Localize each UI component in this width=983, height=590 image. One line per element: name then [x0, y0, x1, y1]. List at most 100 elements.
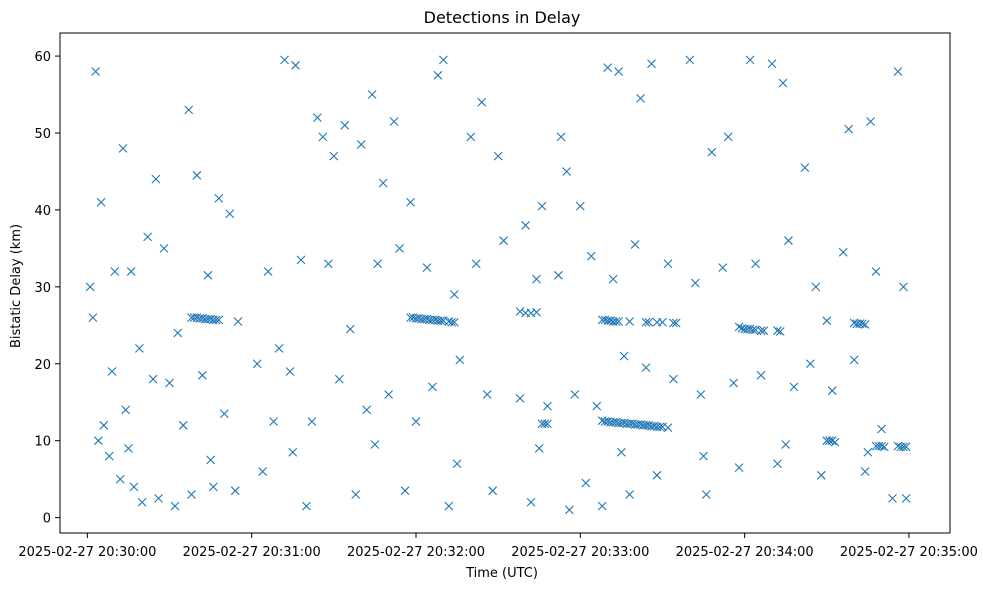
data-point: [636, 93, 645, 103]
data-point: [699, 451, 708, 461]
data-point: [356, 140, 366, 149]
data-point: [838, 247, 848, 257]
data-point: [124, 443, 133, 453]
x-axis-label: Time (UTC): [465, 566, 538, 581]
data-point: [482, 390, 492, 399]
data-point: [756, 370, 766, 380]
data-point: [625, 490, 634, 499]
data-point: [447, 317, 456, 327]
data-point: [280, 55, 289, 65]
data-point: [608, 274, 618, 284]
data-point: [781, 440, 791, 449]
data-point: [543, 401, 552, 411]
y-axis-ticks: 0 10 20 30 40 50 60: [34, 50, 60, 527]
data-point: [422, 263, 432, 273]
data-point: [471, 259, 481, 269]
data-point: [751, 259, 760, 269]
data-point: [129, 482, 139, 492]
data-point: [775, 327, 785, 336]
y-tick-label: 10: [34, 435, 51, 450]
data-point: [822, 316, 832, 326]
data-point: [767, 59, 777, 69]
data-point: [291, 60, 300, 70]
data-point: [515, 393, 525, 403]
data-point: [274, 343, 284, 353]
data-point: [318, 132, 328, 142]
plot-area: [60, 33, 950, 533]
data-point: [269, 417, 278, 426]
data-point: [334, 374, 344, 384]
data-point: [734, 463, 744, 473]
data-point: [302, 501, 311, 511]
data-point: [214, 315, 224, 325]
data-point: [258, 467, 268, 476]
data-point: [669, 374, 678, 384]
data-point: [449, 290, 459, 299]
data-point: [784, 236, 793, 246]
data-point: [406, 197, 415, 207]
data-point: [707, 147, 717, 157]
data-point: [748, 325, 758, 335]
data-point: [187, 490, 196, 499]
data-point: [367, 90, 377, 99]
data-point: [214, 193, 224, 203]
data-point: [723, 132, 733, 142]
data-point: [532, 274, 541, 284]
data-point: [534, 443, 544, 453]
data-point: [449, 317, 459, 327]
data-point: [411, 417, 421, 426]
data-point: [759, 326, 769, 336]
chart-title: Detections in Delay: [424, 8, 581, 27]
data-point: [252, 359, 262, 369]
data-point: [438, 55, 448, 65]
data-point: [652, 470, 662, 480]
data-point: [515, 307, 525, 316]
data-point: [184, 105, 194, 115]
data-point: [323, 259, 333, 269]
data-point: [641, 363, 651, 373]
data-point: [173, 328, 183, 338]
data-point: [860, 320, 870, 329]
data-point: [778, 78, 788, 88]
data-point: [93, 436, 103, 446]
data-points: [85, 55, 911, 515]
data-point: [696, 390, 706, 399]
data-point: [899, 442, 908, 452]
data-point: [466, 132, 476, 142]
data-point: [603, 63, 613, 73]
data-point: [592, 401, 602, 411]
data-point: [526, 497, 536, 507]
data-point: [307, 417, 317, 426]
data-point: [455, 355, 465, 365]
data-point: [860, 467, 870, 476]
y-tick-label: 30: [34, 281, 51, 296]
data-point: [433, 70, 443, 80]
data-point: [614, 317, 624, 326]
data-point: [857, 319, 867, 329]
y-tick-label: 60: [34, 50, 51, 65]
data-point: [844, 124, 854, 134]
x-tick-label: 2025-02-27 20:32:00: [347, 545, 485, 560]
data-point: [211, 315, 221, 325]
data-point: [671, 318, 681, 328]
data-point: [805, 359, 815, 369]
data-point: [570, 390, 580, 399]
data-point: [901, 493, 911, 503]
data-point: [745, 55, 755, 65]
data-point: [701, 490, 711, 499]
data-point: [663, 423, 673, 433]
data-point: [118, 143, 128, 153]
data-point: [370, 440, 380, 449]
data-point: [198, 370, 207, 380]
data-point: [562, 167, 572, 176]
data-point: [669, 318, 678, 328]
data-point: [104, 451, 114, 461]
data-point: [863, 447, 873, 457]
data-point: [597, 501, 607, 511]
x-tick-label: 2025-02-27 20:35:00: [840, 545, 978, 560]
data-point: [96, 197, 106, 207]
data-point: [581, 478, 591, 488]
data-point: [619, 351, 629, 361]
x-tick-label: 2025-02-27 20:34:00: [676, 545, 814, 560]
data-point: [362, 405, 372, 415]
